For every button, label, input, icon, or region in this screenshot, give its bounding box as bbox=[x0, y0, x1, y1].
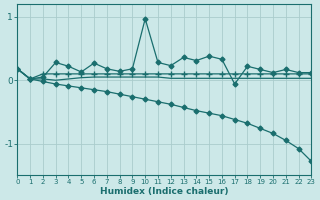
X-axis label: Humidex (Indice chaleur): Humidex (Indice chaleur) bbox=[100, 187, 228, 196]
